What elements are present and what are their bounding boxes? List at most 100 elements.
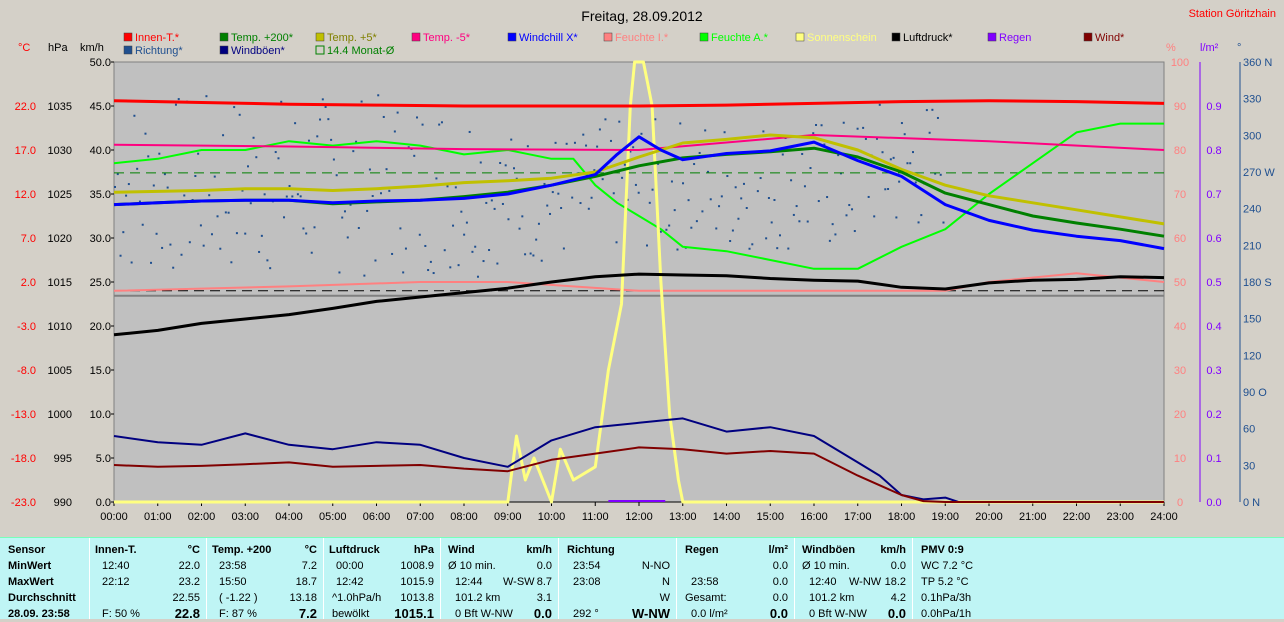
richtung-max-value: N (662, 576, 670, 588)
direction-point (488, 249, 491, 252)
chart-title: Freitag, 28.09.2012 (581, 8, 703, 24)
innen-humidity: F: 50 % (102, 608, 140, 620)
direction-point (283, 216, 286, 219)
direction-point (795, 205, 798, 208)
direction-point (878, 103, 881, 106)
direction-point (463, 233, 466, 236)
direction-tick-label: 360 N (1243, 57, 1272, 69)
direction-point (609, 139, 612, 142)
direction-point (230, 261, 233, 264)
direction-point (767, 197, 770, 200)
x-tick-label: 02:00 (188, 511, 216, 523)
direction-point (687, 199, 690, 202)
x-tick-label: 12:00 (625, 511, 653, 523)
direction-point (673, 209, 676, 212)
direction-point (856, 127, 859, 130)
direction-point (715, 227, 718, 230)
innen-avg-value: 22.55 (172, 592, 200, 604)
kmh-tick-label: 35.0 (90, 189, 111, 201)
direction-point (457, 264, 460, 267)
direction-point (934, 172, 937, 175)
direction-point (842, 121, 845, 124)
kmh-tick-label: 20.0 (90, 321, 111, 333)
direction-point (798, 220, 801, 223)
direction-point (247, 165, 249, 168)
direction-point (637, 191, 640, 194)
direction-tick-label: 90 O (1243, 387, 1267, 399)
wind-beaufort: 0 Bft W-NW (455, 608, 513, 620)
direction-point (524, 253, 527, 256)
direction-point (299, 195, 302, 198)
x-tick-label: 16:00 (800, 511, 828, 523)
direction-point (147, 155, 150, 158)
percent-tick-label: 10 (1174, 453, 1186, 465)
direction-point (319, 118, 322, 121)
direction-point (942, 221, 945, 224)
direction-point (241, 189, 244, 192)
direction-point (479, 161, 482, 164)
legend-label: Innen-T.* (135, 32, 180, 44)
temp-min-value: 7.2 (301, 560, 317, 572)
direction-point (848, 204, 851, 207)
direction-point (266, 259, 269, 262)
direction-point (119, 254, 122, 257)
legend-swatch (603, 32, 613, 42)
regen-max-time: 23:58 (691, 576, 719, 588)
direction-point (485, 201, 488, 204)
regen-total-label: Gesamt: (685, 592, 727, 604)
direction-point (931, 108, 934, 111)
direction-point (136, 167, 139, 170)
x-tick-label: 13:00 (669, 511, 697, 523)
legend-label: Luftdruck* (903, 32, 953, 44)
direction-point (817, 200, 820, 203)
direction-point (751, 243, 754, 246)
boeen-avg-value: 4.2 (890, 592, 906, 604)
direction-point (862, 126, 865, 129)
legend-swatch (795, 32, 805, 42)
direction-point (682, 182, 685, 185)
direction-point (928, 131, 931, 134)
x-tick-label: 01:00 (144, 511, 172, 523)
direction-tick-label: 0 N (1243, 497, 1260, 509)
direction-point (158, 152, 161, 155)
direction-point (199, 224, 202, 227)
wind-max-direction: W-SW (503, 576, 535, 588)
direction-point (460, 210, 463, 213)
direction-point (723, 131, 726, 134)
innen-max-value: 23.2 (178, 576, 200, 588)
innen-min-time: 12:40 (102, 560, 130, 572)
direction-point (898, 180, 901, 183)
x-tick-label: 04:00 (275, 511, 303, 523)
direction-point (172, 266, 175, 269)
direction-point (851, 208, 854, 211)
direction-point (427, 269, 430, 272)
direction-point (183, 194, 186, 197)
direction-point (537, 222, 540, 225)
direction-point (501, 202, 504, 205)
series-temp-minus5 (113, 134, 1165, 151)
direction-point (706, 170, 709, 173)
direction-point (443, 249, 446, 252)
direction-point (435, 177, 438, 180)
direction-point (573, 141, 576, 144)
legend-label: Regen (999, 32, 1031, 44)
direction-point (391, 252, 394, 255)
direction-point (438, 123, 441, 126)
rain-tick-label: 0.5 (1206, 277, 1221, 289)
direction-point (912, 151, 914, 154)
direction-point (790, 179, 793, 182)
wind-avg10-label: Ø 10 min. (448, 560, 496, 572)
kmh-tick-label: 0.0 (96, 497, 111, 509)
temp-humidity: F: 87 % (219, 608, 257, 620)
direction-point (704, 129, 707, 132)
percent-tick-label: 20 (1174, 409, 1186, 421)
innen-current-value: 22.8 (174, 606, 200, 621)
direction-point (765, 237, 768, 240)
legend-label: Feuchte I.* (615, 32, 669, 44)
direction-point (208, 194, 211, 197)
direction-point (549, 212, 552, 215)
direction-point (900, 122, 903, 125)
direction-point (504, 164, 507, 167)
legend-swatch (987, 32, 997, 42)
direction-point (233, 106, 236, 109)
